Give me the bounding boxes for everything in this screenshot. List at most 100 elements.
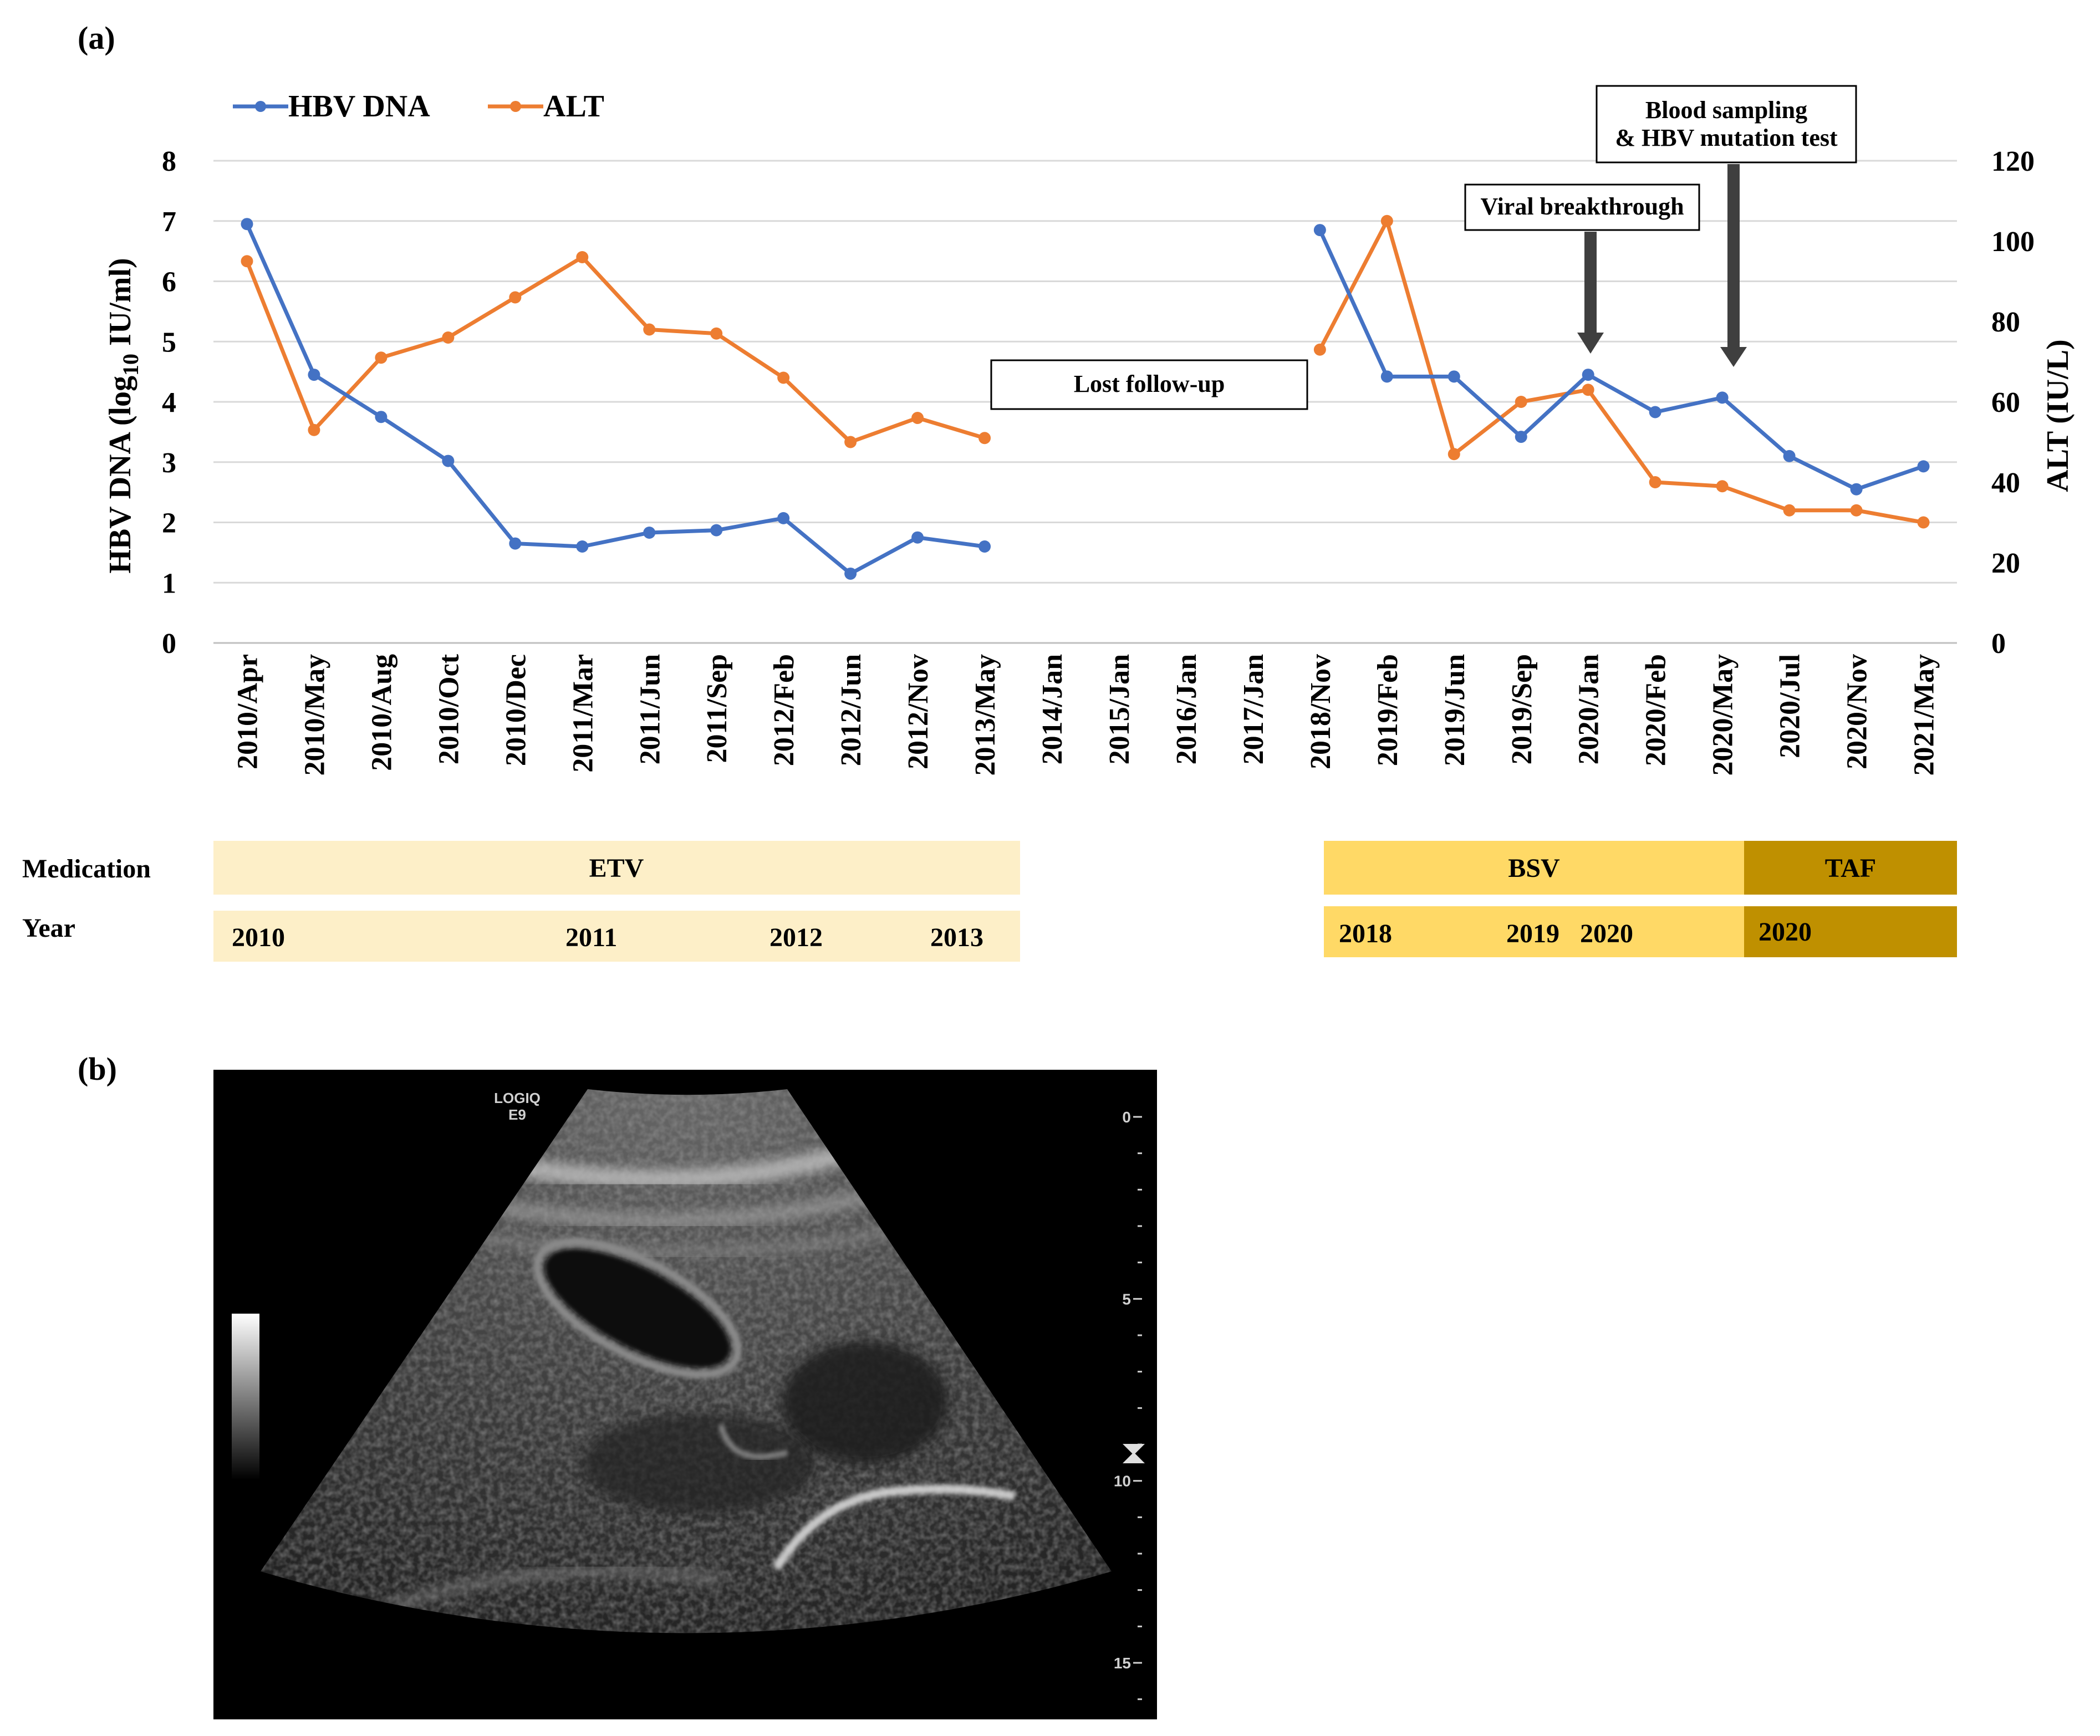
medication-row-label: Medication [22,854,151,884]
year-label-2011: 2011 [565,923,617,952]
data-point [1515,396,1527,408]
right-axis-ticks: 0 20 40 60 80 100 120 [1991,146,2035,660]
blood-sampling-box [1596,85,1857,164]
taf-bar-label: TAF [1825,854,1876,883]
year-label-2020-bsv: 2020 [1580,919,1633,948]
data-point [1850,483,1863,496]
data-point [1447,448,1460,461]
data-point [1582,369,1594,381]
left-axis-ticks: 0 1 2 3 4 5 6 7 8 [162,146,176,660]
x-tick-label: 2020/Nov [1842,654,1873,769]
data-point [1649,476,1661,488]
bsv-bar [1324,841,1744,895]
data-point [777,512,790,524]
series-hbv-dna [241,218,1930,580]
viral-breakthrough-text: Viral breakthrough [1480,193,1684,220]
series-line [1318,219,1924,524]
data-point [643,526,656,539]
data-point [710,524,723,537]
data-point [1515,431,1527,443]
x-axis-ticks: 2010/Apr 2010/May 2010/Aug 2010/Oct 2010/Dec… [232,653,1940,775]
viral-breakthrough-box [1464,183,1700,231]
data-point [710,327,723,340]
depth-label: 10 [1114,1473,1131,1490]
legend-marker-hbv [255,101,266,112]
focus-marker-top [1123,1444,1145,1455]
left-tick-label: 5 [162,326,176,358]
x-tick-label: 2012/Nov [903,654,934,769]
data-point [241,255,253,268]
grayscale-bar [232,1314,259,1480]
right-tick-label: 0 [1991,628,2006,660]
data-point [1716,391,1729,404]
etv-bar-label: ETV [589,854,644,883]
data-point [978,540,991,553]
series-alt [241,215,1930,529]
data-point [442,455,455,467]
right-tick-label: 120 [1991,146,2035,177]
x-tick-label: 2019/Feb [1372,654,1404,766]
annotation-lost-followup: Lost follow-up [990,359,1308,410]
data-point [911,412,924,424]
chart-legend: HBV DNA ALT [233,89,604,124]
data-point [1783,504,1796,517]
left-tick-label: 6 [162,267,176,298]
data-point [375,411,388,423]
year-label-2012: 2012 [769,923,823,952]
data-point [308,423,320,436]
left-tick-label: 4 [162,387,176,418]
series-line [245,255,986,444]
ultrasound-image: LOGIQ E9 0 5 10 15 [213,1070,1157,1719]
year-taf-band [1744,906,1957,957]
data-point [576,540,589,553]
data-point [844,567,857,580]
annotation-viral-breakthrough: Viral breakthrough [1464,183,1700,354]
year-label-2010: 2010 [232,923,285,952]
blood-sampling-text-line1: Blood sampling [1645,96,1807,124]
x-tick-label: 2015/Jan [1104,654,1135,764]
data-point [1313,343,1326,356]
data-point [777,371,790,384]
left-tick-label: 3 [162,447,176,479]
blood-sampling-arrow-shaft [1727,164,1740,347]
legend-label-hbv: HBV DNA [288,89,430,124]
etv-bar [213,841,1020,895]
data-point [375,351,388,364]
annotation-blood-sampling: Blood sampling & HBV mutation test [1596,85,1857,367]
x-tick-label: 2019/Jun [1439,654,1471,766]
year-row-label: Year [22,913,75,943]
year-label-2013: 2013 [930,923,983,952]
x-tick-label: 2011/Mar [567,654,599,773]
blood-sampling-text-line2: & HBV mutation test [1615,124,1838,151]
x-tick-label: 2011/Jun [634,654,666,764]
data-point [643,323,656,336]
year-label-2019: 2019 [1506,919,1559,948]
data-point [241,218,253,231]
x-tick-label: 2018/Nov [1305,654,1337,769]
data-point [442,331,455,344]
x-tick-label: 2019/Sep [1506,654,1538,764]
right-tick-label: 100 [1991,226,2035,258]
left-tick-label: 2 [162,508,176,539]
x-tick-label: 2010/Apr [232,654,263,769]
lost-followup-text: Lost follow-up [1074,370,1225,397]
data-point [308,369,320,381]
x-tick-label: 2010/Oct [433,653,465,764]
data-point [1380,215,1393,227]
legend-label-alt: ALT [543,89,604,124]
depth-label: 15 [1114,1655,1131,1672]
data-point [1917,460,1930,473]
data-point [978,432,991,445]
chart-series [241,215,1930,580]
x-tick-label: 2020/Jan [1573,654,1605,764]
lost-followup-box [990,359,1308,410]
data-point [1716,480,1729,493]
viral-breakthrough-arrow-head [1577,333,1604,354]
focus-marker-bottom [1123,1452,1145,1463]
data-point [1313,224,1326,237]
right-tick-label: 20 [1991,548,2020,579]
x-tick-label: 2010/Aug [366,654,397,771]
year-etv-band [213,911,1020,962]
depth-label: 5 [1122,1290,1131,1308]
depth-scale: 0 5 10 15 [1114,1109,1142,1701]
